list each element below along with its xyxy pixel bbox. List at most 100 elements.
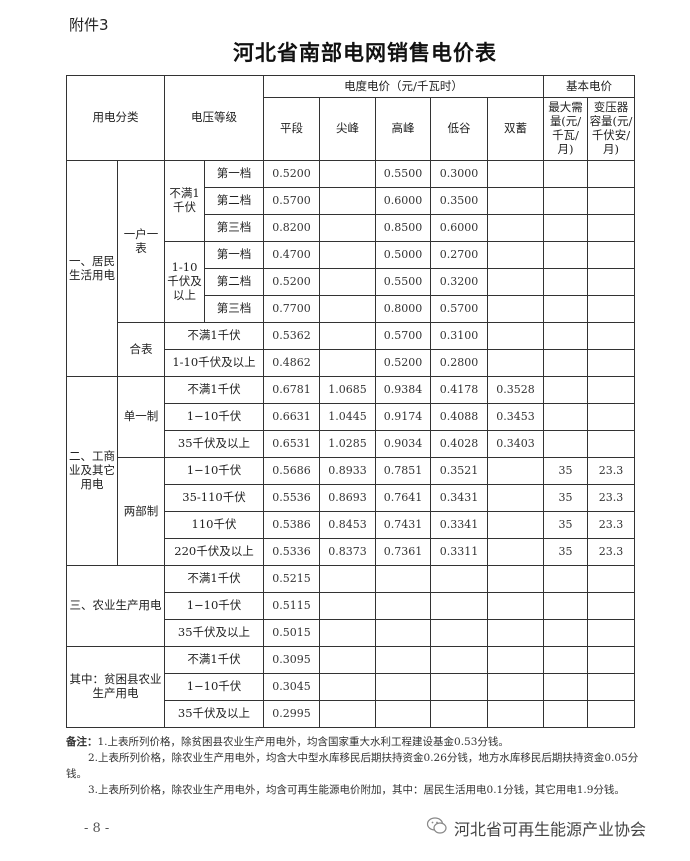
price-cell xyxy=(543,187,588,215)
price-cell: 0.5336 xyxy=(263,538,320,566)
price-cell xyxy=(319,160,376,188)
price-cell xyxy=(319,322,376,350)
header-dual-storage: 双蓄 xyxy=(487,97,544,161)
price-cell xyxy=(587,673,635,701)
price-cell xyxy=(319,241,376,269)
price-cell xyxy=(375,700,431,728)
price-cell: 0.8200 xyxy=(263,214,320,242)
price-cell xyxy=(543,160,588,188)
price-cell: 35 xyxy=(543,538,588,566)
header-valley: 低谷 xyxy=(430,97,488,161)
price-cell: 0.5500 xyxy=(375,160,431,188)
table-row: 1−10千伏 0.6631 1.0445 0.9174 0.4088 0.3453 xyxy=(67,403,635,431)
price-cell xyxy=(587,376,635,404)
price-cell xyxy=(543,268,588,296)
price-cell xyxy=(587,619,635,647)
price-cell xyxy=(587,565,635,593)
price-cell xyxy=(487,160,544,188)
voltage-level: 不满1千伏 xyxy=(164,565,264,593)
table-row: 第二档 0.5700 0.6000 0.3500 xyxy=(67,187,635,215)
table-row: 其中：贫困县农业生产用电 不满1千伏 0.3095 xyxy=(66,646,635,728)
voltage-level: 110千伏 xyxy=(164,511,264,539)
category-cell: 其中：贫困县农业生产用电 xyxy=(66,646,165,728)
price-cell: 0.3403 xyxy=(487,430,544,458)
table-row: 220千伏及以上 0.5336 0.8373 0.7361 0.3311 35 23.3 xyxy=(67,538,635,566)
table-row: 1-10千伏及以上 第一档 0.4700 0.5000 0.2700 xyxy=(67,241,635,323)
price-cell: 0.7431 xyxy=(375,511,431,539)
price-cell: 0.8373 xyxy=(319,538,376,566)
price-cell: 0.3500 xyxy=(430,187,488,215)
notes: 备注：1.上表所列价格，除贫困县农业生产用电外，均含国家重大水利工程建设基金0.… xyxy=(66,734,641,798)
price-cell: 0.5015 xyxy=(263,619,320,647)
price-cell: 35 xyxy=(543,457,588,485)
price-cell: 0.3200 xyxy=(430,268,488,296)
price-cell xyxy=(587,592,635,620)
price-cell xyxy=(543,565,588,593)
price-cell: 0.5200 xyxy=(375,349,431,377)
subcategory-cell: 一户一表 xyxy=(117,160,165,323)
price-cell: 0.5700 xyxy=(430,295,488,323)
price-cell xyxy=(430,592,488,620)
price-cell: 0.7700 xyxy=(263,295,320,323)
price-cell: 0.3431 xyxy=(430,484,488,512)
price-cell xyxy=(587,241,635,269)
price-cell xyxy=(430,565,488,593)
price-cell xyxy=(543,592,588,620)
price-cell: 0.3453 xyxy=(487,403,544,431)
price-cell xyxy=(487,322,544,350)
voltage-level: 第二档 xyxy=(204,187,264,215)
price-cell: 35 xyxy=(543,511,588,539)
price-cell: 35 xyxy=(543,484,588,512)
price-cell: 1.0445 xyxy=(319,403,376,431)
price-cell xyxy=(543,214,588,242)
price-cell xyxy=(375,646,431,674)
price-cell: 0.3528 xyxy=(487,376,544,404)
price-cell: 0.6000 xyxy=(375,187,431,215)
price-cell xyxy=(587,700,635,728)
price-cell: 0.3045 xyxy=(263,673,320,701)
price-cell: 0.5500 xyxy=(375,268,431,296)
price-cell xyxy=(430,619,488,647)
table-row: 1-10千伏及以上 0.4862 0.5200 0.2800 xyxy=(67,349,635,377)
price-cell xyxy=(587,430,635,458)
table-row: 两部制 1−10千伏 0.5686 0.8933 0.7851 0.3521 35 23.3 xyxy=(67,457,635,566)
price-cell: 0.6531 xyxy=(263,430,320,458)
price-cell: 0.9384 xyxy=(375,376,431,404)
price-cell xyxy=(487,187,544,215)
price-cell xyxy=(487,349,544,377)
price-cell xyxy=(487,214,544,242)
price-cell xyxy=(430,673,488,701)
price-cell xyxy=(319,619,376,647)
price-cell xyxy=(487,619,544,647)
category-cell: 三、农业生产用电 xyxy=(66,565,165,647)
header-transformer-capacity: 变压器容量(元/千伏安/月) xyxy=(587,97,635,161)
note-1: 1.上表所列价格，除贫困县农业生产用电外，均含国家重大水利工程建设基金0.53分… xyxy=(97,736,509,748)
price-cell xyxy=(375,673,431,701)
category-cell: 一、居民生活用电 xyxy=(66,160,118,377)
price-cell: 0.5700 xyxy=(263,187,320,215)
price-cell: 23.3 xyxy=(587,511,635,539)
price-cell: 0.5536 xyxy=(263,484,320,512)
voltage-level: 不满1千伏 xyxy=(164,646,264,674)
table-row: 二、工商业及其它用电 单一制 不满1千伏 0.6781 1.0685 0.9384 0.41… xyxy=(66,376,635,566)
table-row: 合表 不满1千伏 0.5362 0.5700 0.3100 xyxy=(67,322,635,377)
price-cell xyxy=(587,187,635,215)
price-cell xyxy=(543,322,588,350)
voltage-level: 第三档 xyxy=(204,214,264,242)
price-cell xyxy=(375,619,431,647)
price-cell: 0.8500 xyxy=(375,214,431,242)
price-cell xyxy=(543,430,588,458)
price-cell xyxy=(430,646,488,674)
voltage-level: 不满1千伏 xyxy=(164,376,264,404)
price-cell: 0.4178 xyxy=(430,376,488,404)
voltage-level: 35千伏及以上 xyxy=(164,430,264,458)
price-cell xyxy=(487,592,544,620)
table-row: 35千伏及以上 0.6531 1.0285 0.9034 0.4028 0.3403 xyxy=(67,430,635,458)
price-cell: 0.5700 xyxy=(375,322,431,350)
category-cell: 二、工商业及其它用电 xyxy=(66,376,118,566)
price-cell xyxy=(319,268,376,296)
price-cell xyxy=(487,511,544,539)
price-cell xyxy=(543,619,588,647)
header-max-demand: 最大需量(元/千瓦/月) xyxy=(543,97,588,161)
voltage-level: 35千伏及以上 xyxy=(164,700,264,728)
